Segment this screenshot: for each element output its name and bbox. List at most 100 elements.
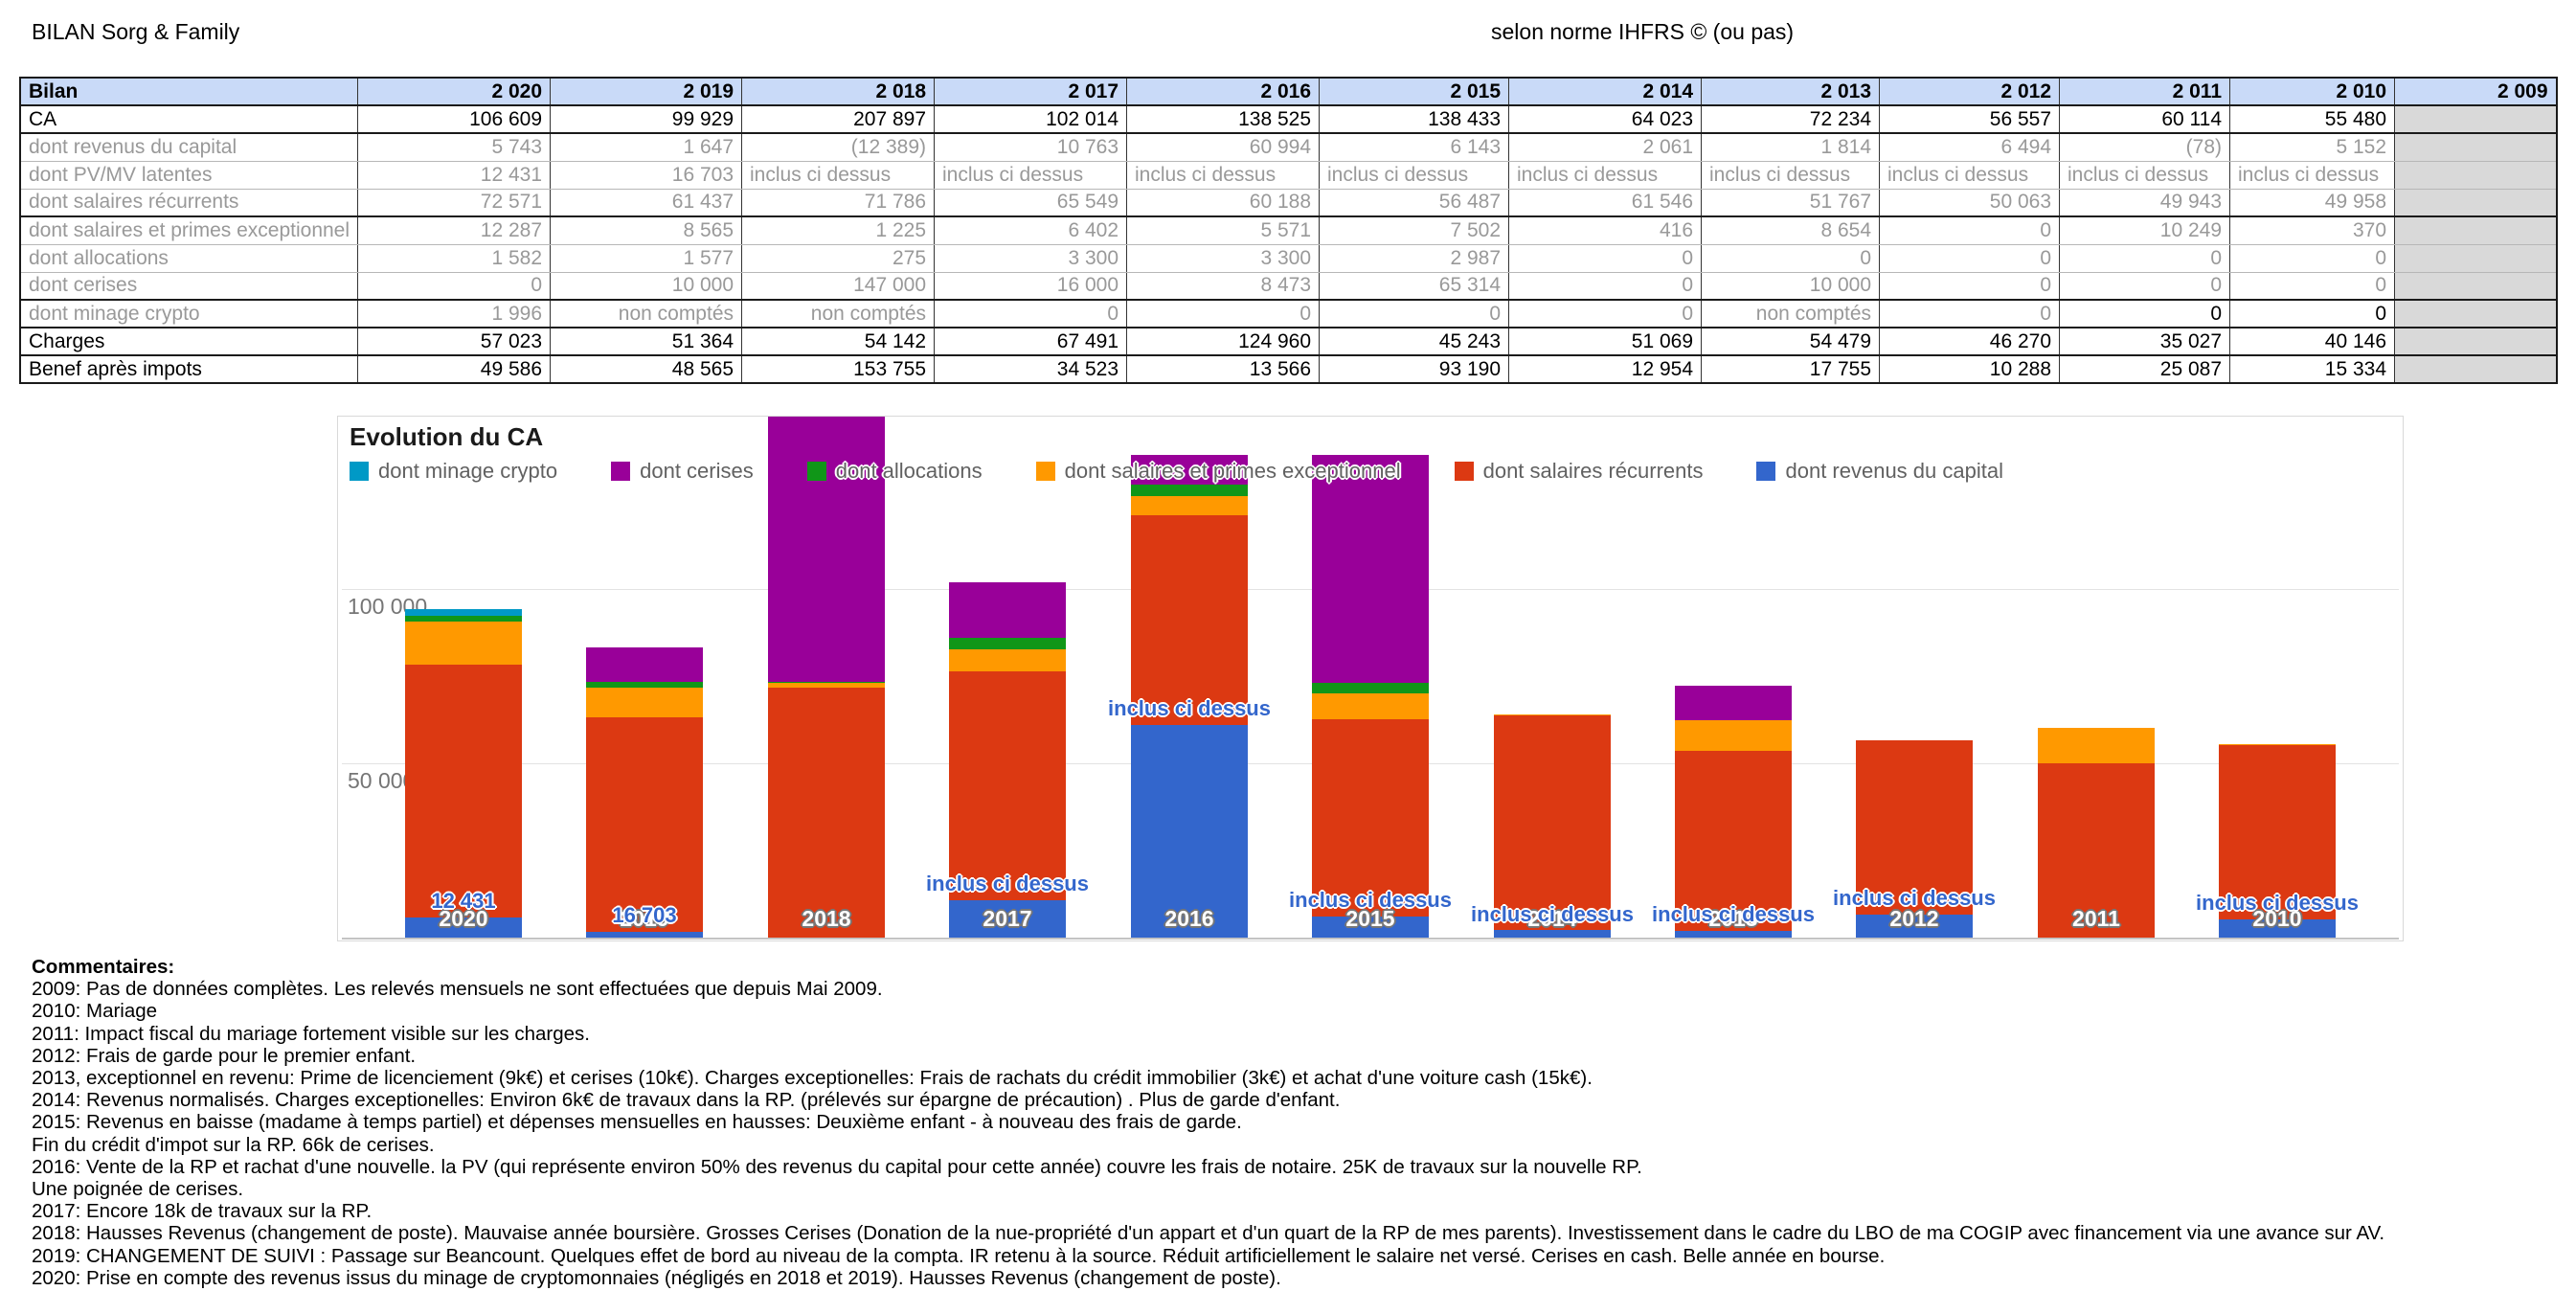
table-cell[interactable]: 0 [1126, 300, 1321, 328]
table-cell[interactable]: inclus ci dessus [1319, 161, 1510, 190]
table-cell[interactable]: 56 557 [1879, 105, 2061, 134]
table-cell[interactable]: 275 [741, 244, 936, 273]
table-cell[interactable]: 15 334 [2229, 355, 2396, 383]
table-cell[interactable]: (78) [2059, 133, 2231, 162]
table-cell[interactable]: 50 063 [1879, 189, 2061, 217]
legend-item[interactable]: dont salaires et primes exceptionnel [1035, 459, 1401, 484]
table-cell[interactable]: 124 960 [1126, 328, 1321, 356]
table-cell[interactable]: 106 609 [357, 105, 552, 134]
table-cell[interactable]: inclus ci dessus [2059, 161, 2231, 190]
table-cell[interactable]: 10 288 [1879, 355, 2061, 383]
table-cell[interactable]: 0 [2229, 244, 2396, 273]
table-cell[interactable]: 99 929 [550, 105, 743, 134]
table-cell[interactable]: 72 571 [357, 189, 552, 217]
table-cell[interactable]: 0 [2059, 244, 2231, 273]
legend-item[interactable]: dont cerises [611, 459, 754, 484]
table-cell[interactable]: 6 494 [1879, 133, 2061, 162]
table-cell[interactable]: 1 225 [741, 216, 936, 245]
table-cell[interactable]: 93 190 [1319, 355, 1510, 383]
table-cell[interactable]: 61 546 [1508, 189, 1703, 217]
year-header-2009[interactable]: 2 009 [2394, 78, 2558, 106]
table-cell[interactable] [2394, 328, 2558, 356]
table-cell[interactable]: inclus ci dessus [1508, 161, 1703, 190]
table-cell[interactable]: 0 [1879, 216, 2061, 245]
table-cell[interactable]: 0 [2059, 272, 2231, 301]
table-cell[interactable]: 6 402 [934, 216, 1128, 245]
table-cell[interactable]: 56 487 [1319, 189, 1510, 217]
table-cell[interactable] [2394, 300, 2558, 328]
table-cell[interactable]: 55 480 [2229, 105, 2396, 134]
year-header-2012[interactable]: 2 012 [1879, 78, 2061, 106]
year-header-2013[interactable]: 2 013 [1701, 78, 1881, 106]
table-cell[interactable]: inclus ci dessus [741, 161, 936, 190]
table-cell[interactable]: 138 525 [1126, 105, 1321, 134]
legend-item[interactable]: dont revenus du capital [1756, 459, 2003, 484]
table-cell[interactable]: inclus ci dessus [1879, 161, 2061, 190]
table-cell[interactable]: 0 [1879, 244, 2061, 273]
table-cell[interactable]: 16 703 [550, 161, 743, 190]
table-cell[interactable]: 25 087 [2059, 355, 2231, 383]
table-cell[interactable]: 0 [1508, 300, 1703, 328]
table-cell[interactable]: 12 287 [357, 216, 552, 245]
table-cell[interactable]: 12 954 [1508, 355, 1703, 383]
table-cell[interactable]: inclus ci dessus [2229, 161, 2396, 190]
table-cell[interactable]: 0 [934, 300, 1128, 328]
table-cell[interactable]: 7 502 [1319, 216, 1510, 245]
row-label[interactable]: dont allocations [20, 244, 359, 273]
table-cell[interactable]: 5 152 [2229, 133, 2396, 162]
table-cell[interactable]: 1 582 [357, 244, 552, 273]
table-cell[interactable]: 57 023 [357, 328, 552, 356]
table-cell[interactable]: 5 571 [1126, 216, 1321, 245]
table-cell[interactable]: inclus ci dessus [1701, 161, 1881, 190]
table-cell[interactable]: 12 431 [357, 161, 552, 190]
table-cell[interactable]: 10 249 [2059, 216, 2231, 245]
table-cell[interactable]: 416 [1508, 216, 1703, 245]
table-cell[interactable]: 51 364 [550, 328, 743, 356]
table-cell[interactable]: 0 [2229, 300, 2396, 328]
legend-item[interactable]: dont allocations [806, 459, 983, 484]
table-cell[interactable]: 10 000 [550, 272, 743, 301]
table-cell[interactable] [2394, 133, 2558, 162]
table-cell[interactable] [2394, 272, 2558, 301]
table-cell[interactable]: 102 014 [934, 105, 1128, 134]
row-label[interactable]: Benef après impots [20, 355, 359, 383]
year-header-2020[interactable]: 2 020 [357, 78, 552, 106]
table-cell[interactable]: 0 [2229, 272, 2396, 301]
table-cell[interactable] [2394, 216, 2558, 245]
table-cell[interactable]: 138 433 [1319, 105, 1510, 134]
table-cell[interactable]: 51 069 [1508, 328, 1703, 356]
table-cell[interactable]: 35 027 [2059, 328, 2231, 356]
table-cell[interactable]: 64 023 [1508, 105, 1703, 134]
table-cell[interactable]: 1 814 [1701, 133, 1881, 162]
table-cell[interactable]: 17 755 [1701, 355, 1881, 383]
year-header-2015[interactable]: 2 015 [1319, 78, 1510, 106]
table-cell[interactable]: 8 473 [1126, 272, 1321, 301]
table-cell[interactable]: 1 996 [357, 300, 552, 328]
table-cell[interactable]: 54 479 [1701, 328, 1881, 356]
year-header-2019[interactable]: 2 019 [550, 78, 743, 106]
table-cell[interactable]: 5 743 [357, 133, 552, 162]
table-cell[interactable]: 67 491 [934, 328, 1128, 356]
table-cell[interactable]: 72 234 [1701, 105, 1881, 134]
year-header-2011[interactable]: 2 011 [2059, 78, 2231, 106]
row-label[interactable]: CA [20, 105, 359, 134]
table-cell[interactable]: 0 [1879, 300, 2061, 328]
year-header-2014[interactable]: 2 014 [1508, 78, 1703, 106]
table-cell[interactable]: 147 000 [741, 272, 936, 301]
table-cell[interactable]: 1 647 [550, 133, 743, 162]
table-cell[interactable]: 71 786 [741, 189, 936, 217]
table-cell[interactable]: 3 300 [1126, 244, 1321, 273]
table-cell[interactable]: 61 437 [550, 189, 743, 217]
table-cell[interactable]: 48 565 [550, 355, 743, 383]
table-cell[interactable]: 207 897 [741, 105, 936, 134]
table-cell[interactable] [2394, 161, 2558, 190]
table-cell[interactable]: 49 943 [2059, 189, 2231, 217]
table-cell[interactable]: 0 [357, 272, 552, 301]
year-header-2016[interactable]: 2 016 [1126, 78, 1321, 106]
bilan-table[interactable]: Bilan 2 020 2 019 2 018 2 017 2 016 2 015 2 014… [19, 77, 2558, 384]
legend-item[interactable]: dont salaires récurrents [1454, 459, 1703, 484]
table-cell[interactable]: 0 [1701, 244, 1881, 273]
table-cell[interactable]: 2 061 [1508, 133, 1703, 162]
table-cell[interactable]: 370 [2229, 216, 2396, 245]
table-cell[interactable]: 60 188 [1126, 189, 1321, 217]
